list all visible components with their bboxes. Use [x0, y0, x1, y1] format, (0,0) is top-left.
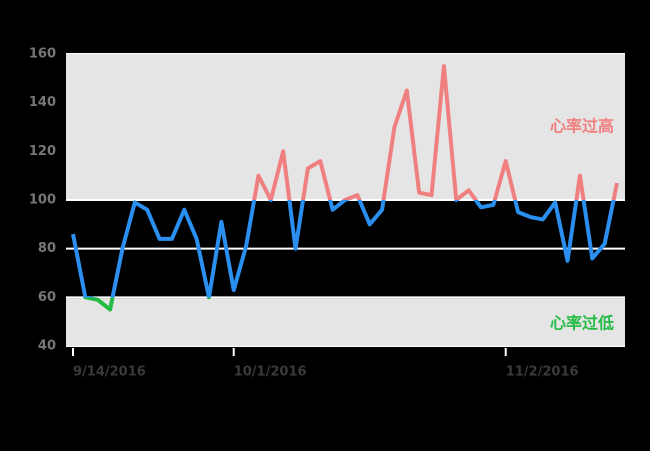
y-tick-label: 160	[29, 47, 56, 62]
heart-rate-line	[71, 64, 619, 312]
high-band	[66, 54, 625, 199]
annotation: 心率过高	[550, 117, 614, 136]
low-band	[66, 298, 625, 346]
y-tick-label: 140	[29, 95, 56, 110]
y-tick-label: 100	[29, 193, 56, 208]
x-tick-label: 9/14/2016	[73, 365, 146, 380]
x-tick-label: 11/2/2016	[506, 365, 579, 380]
x-tick-label: 10/1/2016	[234, 365, 307, 380]
annotation: 心率过低	[550, 314, 614, 333]
y-tick-label: 120	[29, 144, 56, 159]
y-tick-label: 80	[38, 241, 56, 256]
y-tick-label: 40	[38, 339, 56, 354]
y-tick-label: 60	[38, 290, 56, 305]
